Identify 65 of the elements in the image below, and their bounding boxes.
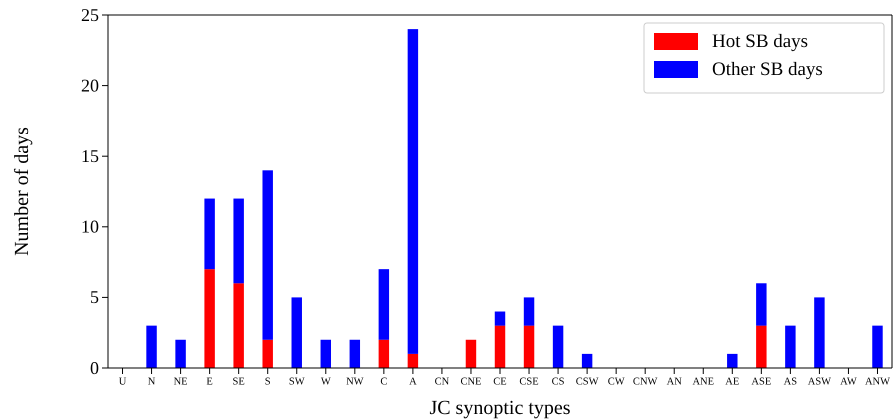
bar — [756, 283, 767, 326]
bar — [262, 170, 273, 340]
bar — [524, 326, 534, 368]
x-tick-label: CN — [434, 376, 450, 388]
legend-label: Other SB days — [712, 59, 823, 80]
x-tick-label: CW — [608, 376, 625, 388]
bar — [233, 198, 244, 284]
bar — [262, 340, 273, 368]
bar — [524, 297, 534, 326]
legend-label: Hot SB days — [712, 31, 808, 52]
x-tick-label: AE — [725, 376, 740, 388]
bar — [204, 198, 215, 270]
bar — [756, 326, 767, 368]
bar — [204, 269, 215, 368]
x-tick-label: A — [409, 376, 418, 388]
bar — [727, 354, 738, 368]
bar — [408, 354, 418, 368]
y-tick-label: 20 — [81, 75, 99, 96]
x-tick-label: CSE — [519, 376, 539, 388]
y-tick-label: 25 — [81, 4, 99, 25]
x-tick-label: W — [320, 376, 331, 388]
bar — [350, 340, 360, 368]
bar — [494, 326, 506, 368]
y-tick-label: 5 — [90, 287, 99, 308]
x-tick-label: SW — [288, 376, 305, 388]
bar — [552, 326, 564, 368]
y-tick-label: 10 — [81, 216, 99, 237]
bar — [233, 283, 244, 368]
y-tick-label: 0 — [90, 358, 99, 378]
x-tick-label: CSW — [576, 376, 599, 388]
bar — [872, 326, 883, 368]
bar — [814, 297, 825, 368]
x-tick-label: CNE — [460, 376, 482, 388]
x-tick-label: AS — [784, 376, 798, 388]
x-tick-label: CS — [552, 376, 565, 388]
x-tick-label: ASW — [808, 376, 832, 388]
x-tick-label: U — [118, 376, 127, 388]
x-tick-label: AN — [666, 376, 682, 388]
bar — [378, 269, 390, 340]
x-tick-label: CNW — [632, 376, 658, 388]
x-tick-label: SE — [232, 376, 245, 388]
x-tick-label: C — [380, 376, 388, 388]
bar — [466, 340, 476, 368]
x-tick-label: AW — [840, 376, 857, 388]
y-axis-title: Number of days — [11, 126, 33, 256]
x-tick-label: ANW — [864, 376, 890, 388]
bar — [494, 312, 506, 326]
x-tick-label: N — [148, 376, 156, 388]
bar — [320, 340, 332, 368]
x-axis-title: JC synoptic types — [429, 397, 571, 419]
x-tick-label: ANE — [692, 376, 714, 388]
x-tick-label: S — [264, 376, 271, 388]
bar — [785, 326, 796, 368]
x-tick-label: E — [206, 376, 213, 388]
x-tick-label: CE — [493, 376, 507, 388]
bar — [408, 29, 418, 354]
bar — [175, 340, 186, 368]
x-tick-label: NW — [346, 376, 364, 388]
bar — [378, 340, 390, 368]
bar — [146, 326, 157, 368]
x-tick-label: NE — [174, 376, 188, 388]
y-tick-label: 15 — [81, 146, 99, 166]
bar — [292, 297, 302, 368]
x-tick-label: ASE — [751, 376, 772, 388]
bar — [582, 354, 592, 368]
